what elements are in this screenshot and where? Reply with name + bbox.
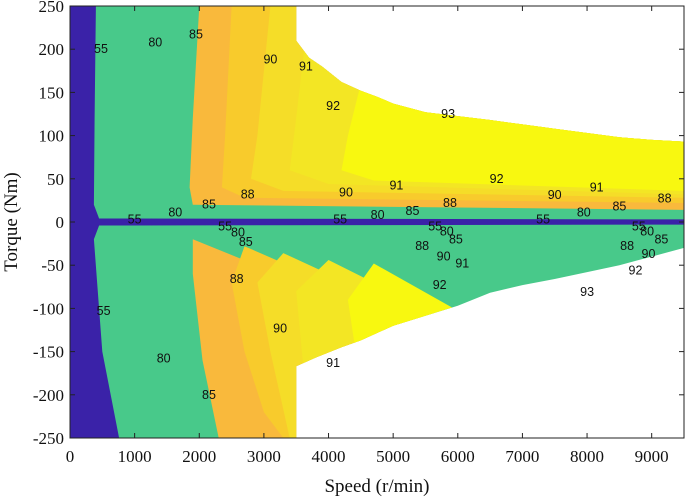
x-axis: 0 1000 2000 3000 4000 5000 6000 7000 8000 9000 xyxy=(66,6,669,466)
contour-label-91: 91 xyxy=(389,179,403,193)
contour-label-80: 80 xyxy=(440,225,454,239)
contour-label-91: 91 xyxy=(455,257,469,271)
y-tick-label: 150 xyxy=(39,83,65,102)
x-tick-label: 3000 xyxy=(247,447,281,466)
y-axis-label: Torque (Nm) xyxy=(1,172,22,271)
contour-label-91: 91 xyxy=(299,60,313,74)
contour-label-55: 55 xyxy=(333,212,347,226)
contour-label-88: 88 xyxy=(230,272,244,286)
contour-label-90: 90 xyxy=(548,188,562,202)
contour-label-80: 80 xyxy=(640,225,654,239)
y-tick-label: 100 xyxy=(39,127,65,146)
contour-label-85: 85 xyxy=(239,235,253,249)
contour-label-91: 91 xyxy=(590,180,604,194)
x-axis-label: Speed (r/min) xyxy=(324,476,429,497)
contour-label-55: 55 xyxy=(128,212,142,226)
contour-label-90: 90 xyxy=(437,250,451,264)
contour-label-55: 55 xyxy=(536,212,550,226)
contour-label-85: 85 xyxy=(654,232,668,246)
contour-label-92: 92 xyxy=(629,263,643,277)
contour-label-88: 88 xyxy=(415,239,429,253)
contour-label-85: 85 xyxy=(406,204,420,218)
contour-label-55: 55 xyxy=(218,219,232,233)
contour-label-80: 80 xyxy=(157,352,171,366)
contour-label-85: 85 xyxy=(189,28,203,42)
contour-label-80: 80 xyxy=(577,206,591,220)
contour-label-55: 55 xyxy=(632,219,646,233)
x-tick-label: 6000 xyxy=(441,447,475,466)
contour-label-90: 90 xyxy=(339,186,353,200)
contour-label-85: 85 xyxy=(202,198,216,212)
y-axis: 250 200 150 100 50 0 -50 -100 -150 -200 -250 xyxy=(33,0,684,448)
x-tick-label: 5000 xyxy=(376,447,410,466)
contour-label-90: 90 xyxy=(273,321,287,335)
contour-label-93: 93 xyxy=(441,107,455,121)
y-tick-label: -50 xyxy=(41,256,64,275)
contour-label-93: 93 xyxy=(580,285,594,299)
y-tick-label: 200 xyxy=(39,40,65,59)
y-tick-label: 0 xyxy=(56,213,65,232)
y-tick-label: 50 xyxy=(47,170,64,189)
contour-label-91: 91 xyxy=(326,356,340,370)
x-tick-label: 1000 xyxy=(118,447,152,466)
contour-label-55: 55 xyxy=(97,304,111,318)
contour-label-85: 85 xyxy=(202,388,216,402)
y-tick-label: -200 xyxy=(33,386,64,405)
y-tick-label: -150 xyxy=(33,343,64,362)
contour-label-92: 92 xyxy=(490,172,504,186)
x-tick-label: 2000 xyxy=(182,447,216,466)
x-tick-label: 7000 xyxy=(505,447,539,466)
contour-label-55: 55 xyxy=(94,42,108,56)
contour-label-88: 88 xyxy=(658,192,672,206)
contour-label-88: 88 xyxy=(620,239,634,253)
contour-label-92: 92 xyxy=(433,278,447,292)
contour-label-80: 80 xyxy=(231,225,245,239)
contour-label-55: 55 xyxy=(428,219,442,233)
contour-label-90: 90 xyxy=(642,247,656,261)
contour-label-88: 88 xyxy=(443,196,457,210)
contour-label-80: 80 xyxy=(371,208,385,222)
x-tick-label: 4000 xyxy=(312,447,346,466)
contour-label-92: 92 xyxy=(326,99,340,113)
x-tick-label: 0 xyxy=(66,447,75,466)
x-tick-label: 8000 xyxy=(570,447,604,466)
x-tick-label: 9000 xyxy=(635,447,669,466)
y-tick-label: -250 xyxy=(33,429,64,448)
y-tick-label: -100 xyxy=(33,299,64,318)
contour-label-90: 90 xyxy=(263,53,277,67)
contour-label-88: 88 xyxy=(241,187,255,201)
contour-label-85: 85 xyxy=(612,199,626,213)
region-below-55 xyxy=(70,6,684,438)
contour-label-80: 80 xyxy=(148,35,162,49)
y-tick-label: 250 xyxy=(39,0,65,16)
contour-label-85: 85 xyxy=(449,232,463,246)
contour-label-80: 80 xyxy=(168,206,182,220)
